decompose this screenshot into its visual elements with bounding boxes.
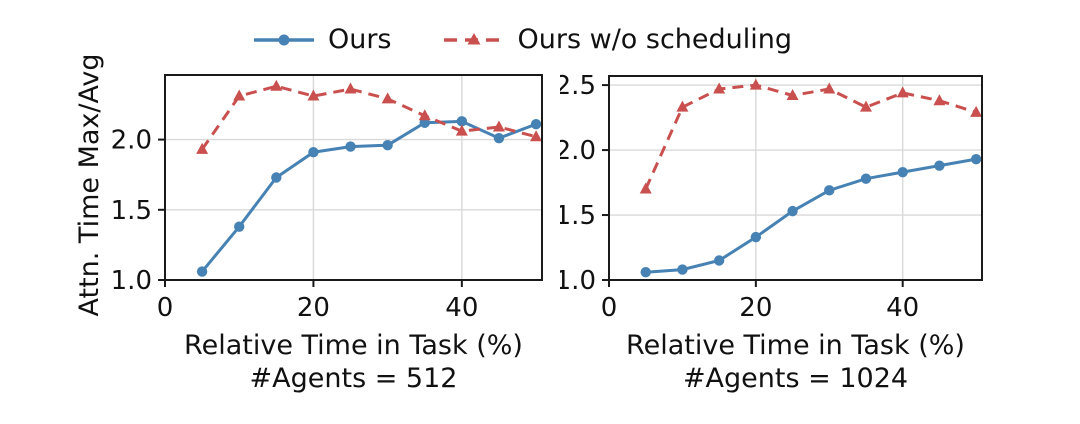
x-axis-label-1024: Relative Time in Task (%) xyxy=(626,330,965,361)
svg-text:0: 0 xyxy=(157,293,174,323)
subtitle-agents-512: #Agents = 512 xyxy=(249,363,458,394)
svg-text:1.0: 1.0 xyxy=(111,266,152,296)
svg-text:1.0: 1.0 xyxy=(560,266,596,296)
chart-agents-512-plot: 0 20 40 1.0 1.5 2.0 xyxy=(111,74,543,323)
svg-text:0: 0 xyxy=(601,293,618,323)
legend: Ours Ours w/o scheduling xyxy=(0,24,1062,55)
svg-text:20: 20 xyxy=(297,293,330,323)
svg-text:40: 40 xyxy=(886,293,919,323)
legend-item-ours: Ours xyxy=(252,24,392,55)
legend-item-ours-wo-scheduling: Ours w/o scheduling xyxy=(442,24,793,55)
svg-text:20: 20 xyxy=(739,293,772,323)
ours-wo-scheduling-line-swatch xyxy=(443,32,504,44)
x-axis-label-512: Relative Time in Task (%) xyxy=(184,330,523,361)
svg-text:2.0: 2.0 xyxy=(560,136,596,166)
subtitle-agents-1024: #Agents = 1024 xyxy=(682,363,909,394)
legend-label-ours-wo-scheduling: Ours w/o scheduling xyxy=(517,24,793,55)
svg-text:2.5: 2.5 xyxy=(560,71,596,101)
chart-agents-1024-plot: 0 20 40 1.0 1.5 2.0 2.5 xyxy=(560,71,983,323)
svg-text:1.5: 1.5 xyxy=(560,201,596,231)
ours-line-swatch xyxy=(253,34,314,45)
svg-text:2.0: 2.0 xyxy=(111,126,152,156)
svg-text:1.5: 1.5 xyxy=(111,196,152,226)
svg-text:40: 40 xyxy=(445,293,478,323)
legend-label-ours: Ours xyxy=(327,24,392,55)
